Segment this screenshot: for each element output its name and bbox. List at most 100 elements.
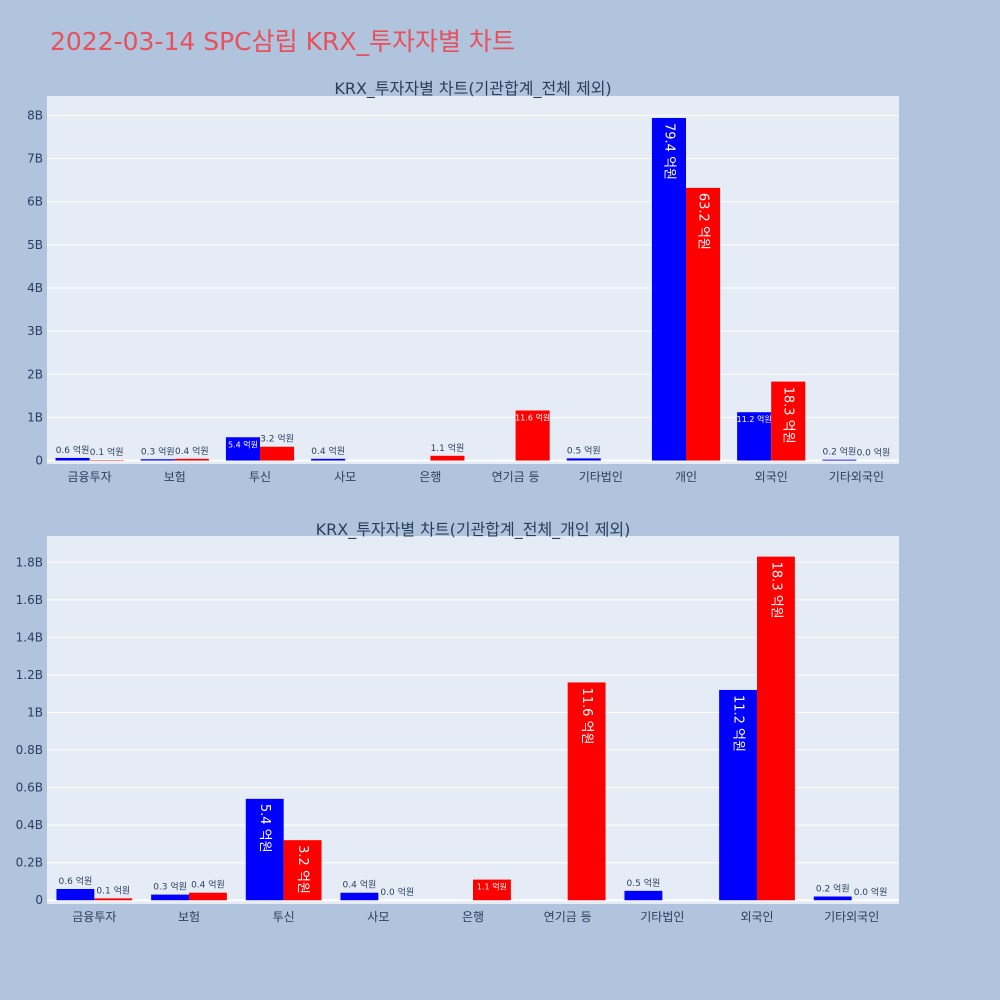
sell-bar	[340, 892, 379, 901]
x-tick-label: 금융투자	[72, 910, 116, 924]
chart-title: KRX_투자자별 차트(기관합계_전체 제외)	[334, 79, 611, 99]
data-label: 11.2 억원	[737, 414, 772, 424]
data-label: 11.2 억원	[731, 695, 746, 752]
plot-area	[47, 96, 899, 464]
chart-bottom: KRX_투자자별 차트(기관합계_전체_개인 제외) 0 0.2B 0.4B 0.6B 0…	[16, 520, 899, 924]
y-tick-label: 1.6B	[16, 593, 43, 607]
y-tick-label: 5B	[27, 238, 43, 252]
x-tick-label: 금융투자	[68, 470, 112, 484]
data-label: 0.2 억원	[816, 882, 850, 894]
data-label: 0.4 억원	[175, 445, 209, 457]
y-tick-label: 0.8B	[16, 743, 43, 757]
x-tick-label: 기타법인	[579, 470, 623, 484]
sell-bar	[55, 457, 90, 461]
data-label: 0.2 억원	[822, 446, 856, 458]
data-label: 3.2 억원	[295, 845, 310, 894]
sell-bar	[813, 896, 852, 901]
data-label: 0.0 억원	[857, 447, 891, 459]
data-label: 0.3 억원	[141, 445, 175, 457]
sell-bar	[651, 118, 686, 461]
data-label: 18.3 억원	[781, 387, 796, 444]
sell-bar	[151, 894, 189, 901]
x-tick-label: 기타외국인	[829, 470, 884, 484]
y-tick-label: 0	[35, 454, 43, 468]
sell-bar	[719, 689, 757, 901]
chart-title: KRX_투자자별 차트(기관합계_전체_개인 제외)	[316, 520, 631, 540]
x-tick-label: 보험	[178, 910, 200, 924]
x-tick-label: 외국인	[740, 910, 773, 924]
data-label: 0.1 억원	[90, 446, 124, 458]
y-tick-label: 4B	[27, 281, 43, 295]
sell-bar	[140, 459, 175, 461]
data-label: 0.6 억원	[56, 444, 90, 456]
y-tick-label: 1.4B	[16, 630, 43, 644]
data-label: 0.4 억원	[191, 879, 225, 891]
sell-bar	[311, 458, 346, 461]
x-tick-label: 은행	[462, 909, 484, 924]
y-tick-label: 3B	[27, 324, 43, 338]
x-tick-label: 연기금 등	[492, 470, 540, 484]
x-tick-label: 외국인	[755, 470, 788, 484]
buy-bar	[189, 892, 227, 901]
data-label: 1.1 억원	[431, 442, 465, 454]
y-tick-label: 0.2B	[16, 856, 43, 870]
data-label: 0.4 억원	[343, 879, 377, 891]
data-label: 0.6 억원	[59, 875, 93, 887]
x-tick-label: 은행	[419, 469, 441, 484]
y-tick-label: 6B	[27, 195, 43, 209]
sell-bar	[822, 459, 857, 461]
x-tick-label: 투신	[273, 910, 295, 924]
sell-bar	[56, 888, 95, 901]
data-label: 11.6 억원	[515, 413, 550, 423]
data-label: 0.3 억원	[153, 881, 187, 893]
y-tick-label: 1B	[27, 410, 43, 424]
data-label: 5.4 억원	[228, 439, 258, 449]
data-label: 1.1 억원	[477, 882, 507, 892]
data-label: 0.5 억원	[627, 877, 661, 889]
buy-bar	[473, 879, 511, 901]
data-label: 18.3 억원	[768, 562, 783, 619]
x-tick-label: 투신	[249, 470, 271, 484]
data-label: 0.1 억원	[96, 884, 130, 896]
y-tick-label: 1.2B	[16, 668, 43, 682]
y-tick-label: 7B	[27, 152, 43, 166]
data-label: 3.2 억원	[260, 433, 294, 445]
y-tick-label: 1B	[27, 705, 43, 719]
data-label: 0.5 억원	[567, 444, 601, 456]
x-tick-label: 사모	[367, 910, 389, 924]
x-tick-label: 보험	[164, 470, 186, 484]
page-title: 2022-03-14 SPC삼립 KRX_투자자별 차트	[50, 27, 515, 56]
sell-bar	[737, 412, 772, 461]
chart-top: KRX_투자자별 차트(기관합계_전체 제외) 0 1B 2B 3B 4B 5B 6B 7B 8B…	[27, 79, 899, 484]
x-tick-label: 기타외국인	[824, 910, 879, 924]
data-label: 11.6 억원	[579, 687, 594, 744]
sell-bar	[245, 798, 284, 901]
buy-bar	[94, 898, 133, 901]
buy-bar	[283, 840, 322, 901]
y-tick-label: 0.6B	[16, 781, 43, 795]
sell-bar	[566, 458, 601, 461]
buy-bar	[771, 381, 806, 461]
x-tick-label: 사모	[334, 470, 356, 484]
y-tick-label: 2B	[27, 367, 43, 381]
buy-bar	[686, 187, 721, 461]
buy-bar	[757, 556, 795, 901]
buy-bar	[430, 455, 465, 461]
data-label: 0.0 억원	[380, 886, 414, 898]
y-tick-label: 0	[35, 893, 43, 907]
buy-bar	[174, 458, 209, 461]
buy-bar	[567, 682, 606, 901]
data-label: 5.4 억원	[257, 804, 272, 853]
x-tick-label: 기타법인	[640, 910, 684, 924]
y-tick-label: 0.4B	[16, 818, 43, 832]
x-tick-label: 연기금 등	[544, 910, 592, 924]
data-label: 0.0 억원	[854, 886, 888, 898]
y-tick-label: 8B	[27, 108, 43, 122]
data-label: 63.2 억원	[696, 193, 711, 250]
x-tick-label: 개인	[675, 470, 697, 484]
data-label: 0.4 억원	[311, 445, 345, 457]
sell-bar	[624, 890, 663, 901]
buy-bar	[260, 446, 295, 461]
buy-bar	[515, 410, 550, 461]
sell-bar	[225, 437, 260, 461]
